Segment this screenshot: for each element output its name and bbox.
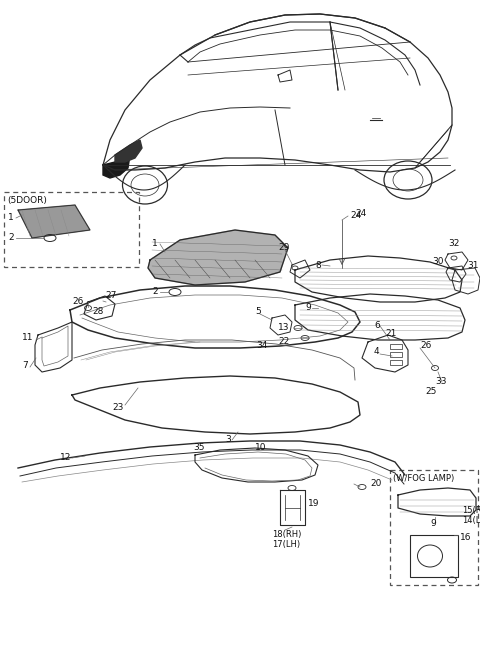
Text: 16: 16: [460, 534, 471, 543]
Text: 20: 20: [370, 479, 382, 489]
Text: 19: 19: [308, 498, 320, 508]
Text: (W/FOG LAMP): (W/FOG LAMP): [393, 474, 454, 483]
Text: 6: 6: [374, 322, 380, 330]
Text: 22: 22: [278, 337, 289, 347]
Text: 1: 1: [152, 239, 158, 249]
Text: 14(LH): 14(LH): [462, 515, 480, 525]
Text: 15(RH): 15(RH): [462, 506, 480, 515]
Polygon shape: [18, 205, 90, 238]
Text: 8: 8: [315, 260, 321, 269]
Text: 10: 10: [255, 443, 266, 453]
Text: 9: 9: [305, 303, 311, 313]
Text: 18(RH): 18(RH): [272, 530, 301, 540]
Text: 11: 11: [22, 334, 34, 343]
Text: 28: 28: [92, 307, 103, 317]
Text: 1: 1: [8, 213, 14, 222]
Text: 4: 4: [374, 347, 380, 356]
Text: 30: 30: [432, 258, 444, 266]
Polygon shape: [148, 230, 288, 285]
Text: 24: 24: [350, 211, 361, 220]
Text: 24: 24: [355, 209, 366, 218]
Text: 35: 35: [193, 443, 204, 453]
Text: 29: 29: [278, 243, 289, 252]
Text: 31: 31: [467, 260, 479, 269]
Text: 5: 5: [255, 307, 261, 317]
Text: 27: 27: [105, 292, 116, 300]
Bar: [390, 360, 402, 365]
Polygon shape: [103, 155, 130, 178]
Text: 26: 26: [420, 341, 432, 349]
Text: 13: 13: [278, 324, 289, 332]
Text: 34: 34: [256, 341, 267, 349]
Text: 17(LH): 17(LH): [272, 540, 300, 549]
Text: 2: 2: [8, 233, 13, 241]
Text: 3: 3: [225, 436, 231, 445]
Text: 26: 26: [72, 298, 84, 307]
Text: 25: 25: [425, 388, 436, 396]
Text: 32: 32: [448, 239, 459, 247]
Text: 9: 9: [430, 519, 436, 528]
Text: 7: 7: [22, 360, 28, 370]
Text: 23: 23: [112, 404, 123, 413]
Text: 33: 33: [435, 377, 446, 387]
Text: 12: 12: [60, 453, 72, 462]
Bar: [390, 352, 402, 357]
Polygon shape: [115, 140, 142, 162]
Text: (5DOOR): (5DOOR): [7, 196, 47, 205]
Bar: [390, 344, 402, 349]
Text: 2: 2: [152, 288, 157, 296]
Text: 21: 21: [385, 328, 396, 337]
